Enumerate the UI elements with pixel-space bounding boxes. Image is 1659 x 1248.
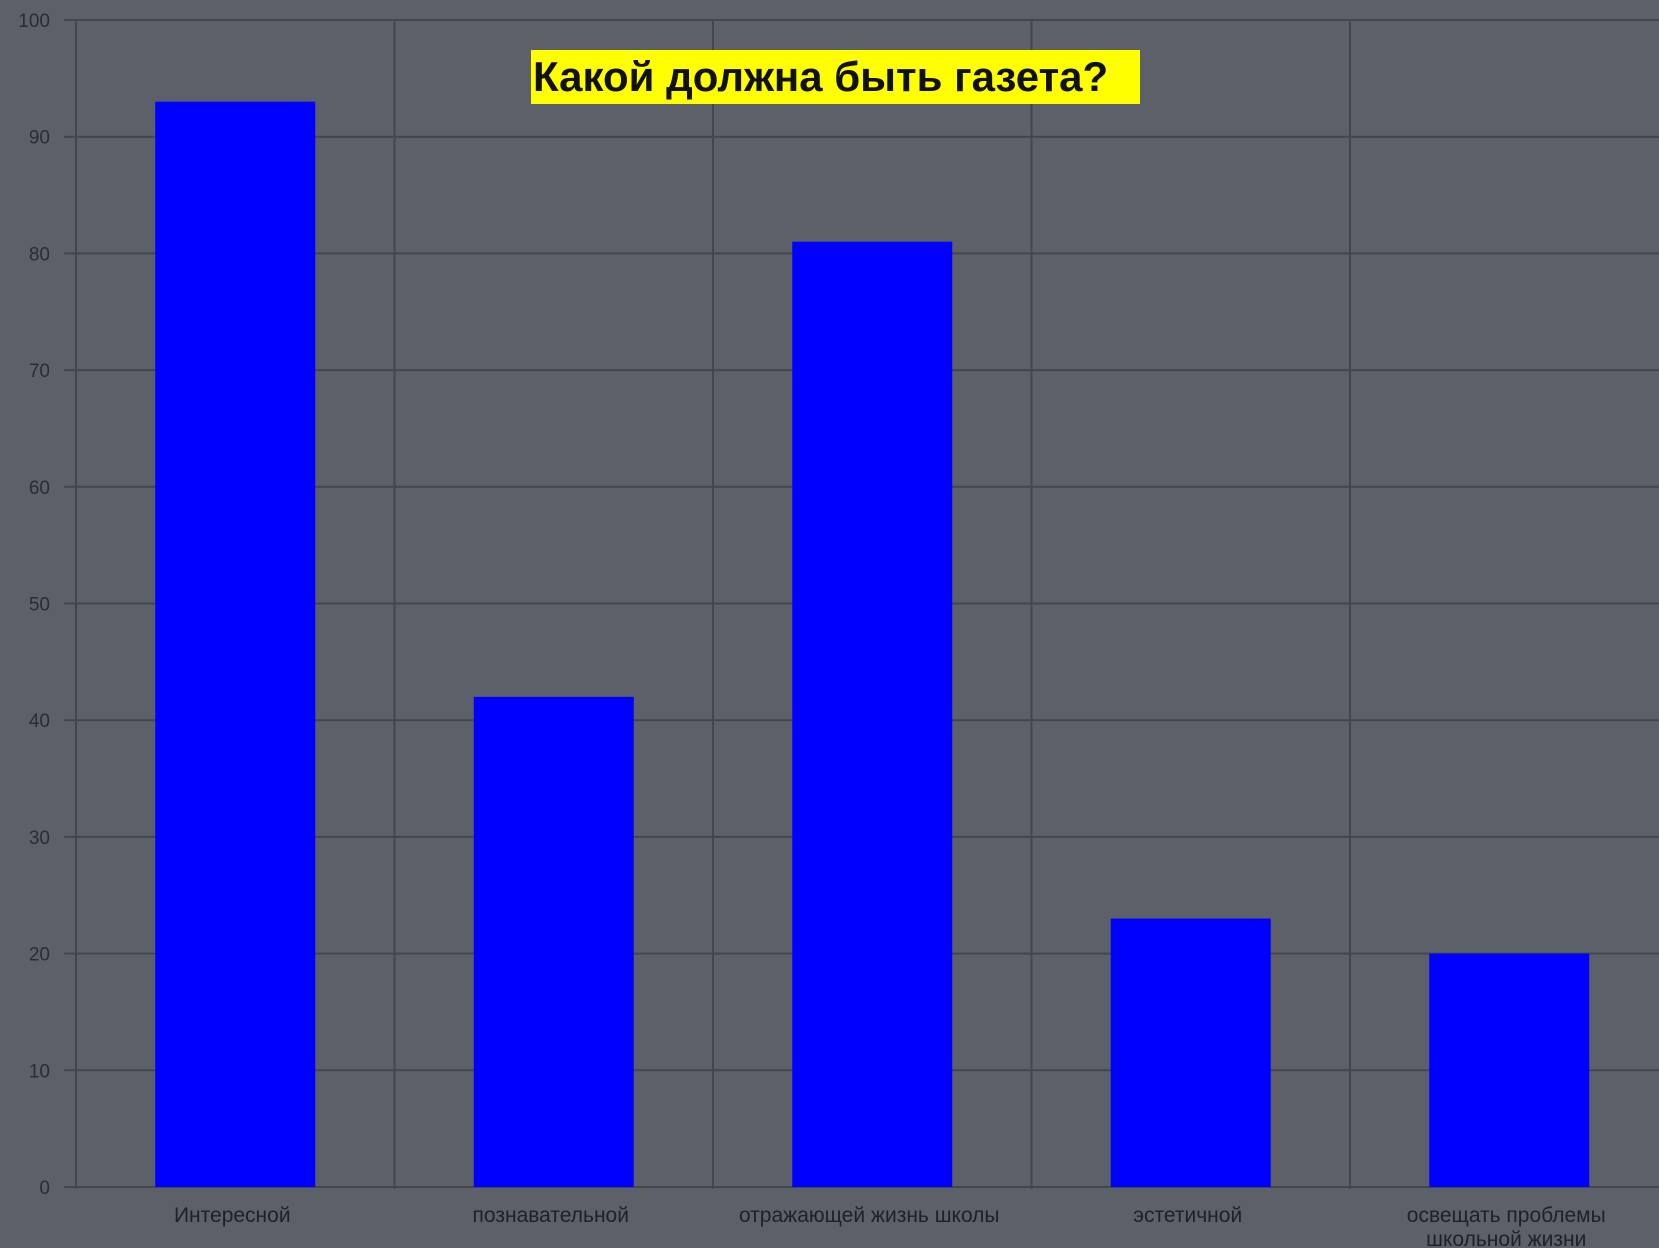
x-category-label: эстетичной bbox=[1133, 1204, 1242, 1227]
x-category-label-line: Интересной bbox=[174, 1204, 291, 1227]
y-tick-label: 60 bbox=[29, 478, 50, 499]
bar-3 bbox=[792, 242, 952, 1187]
x-category-label: отражающей жизнь школы bbox=[739, 1204, 1000, 1227]
y-tick-label: 90 bbox=[29, 128, 50, 149]
y-tick-label: 30 bbox=[29, 828, 50, 849]
y-tick-label: 100 bbox=[18, 11, 50, 32]
y-axis-ticks: 0 10 20 30 40 50 60 70 80 90 100 bbox=[18, 11, 50, 1199]
y-tick-label: 40 bbox=[29, 711, 50, 732]
y-tick-label: 80 bbox=[29, 244, 50, 265]
x-category-label-line: школьной жизни bbox=[1426, 1228, 1586, 1248]
x-category-label-line: познавательной bbox=[473, 1204, 629, 1227]
bar-1 bbox=[155, 102, 315, 1187]
x-axis-labels: Интересной познавательной отражающей жизнь… bbox=[174, 1204, 1606, 1248]
y-tick-label: 20 bbox=[29, 945, 50, 966]
chart-title: Какой должна быть газета? bbox=[531, 50, 1140, 104]
y-tick-label: 10 bbox=[29, 1061, 50, 1082]
y-tick-label: 70 bbox=[29, 361, 50, 382]
y-tick-label: 0 bbox=[39, 1178, 50, 1199]
x-category-label-line: отражающей жизнь школы bbox=[739, 1204, 1000, 1227]
x-category-label-line: эстетичной bbox=[1133, 1204, 1242, 1227]
x-category-label: Интересной bbox=[174, 1204, 291, 1227]
x-category-label-line: освещать проблемы bbox=[1407, 1204, 1606, 1227]
bar-4 bbox=[1111, 919, 1271, 1187]
y-tick-label: 50 bbox=[29, 595, 50, 616]
x-category-label: освещать проблемы школьной жизни bbox=[1407, 1204, 1606, 1248]
x-category-label: познавательной bbox=[473, 1204, 629, 1227]
bar-2 bbox=[474, 697, 634, 1187]
bar-layer bbox=[155, 102, 1589, 1187]
bar-5 bbox=[1429, 954, 1589, 1187]
